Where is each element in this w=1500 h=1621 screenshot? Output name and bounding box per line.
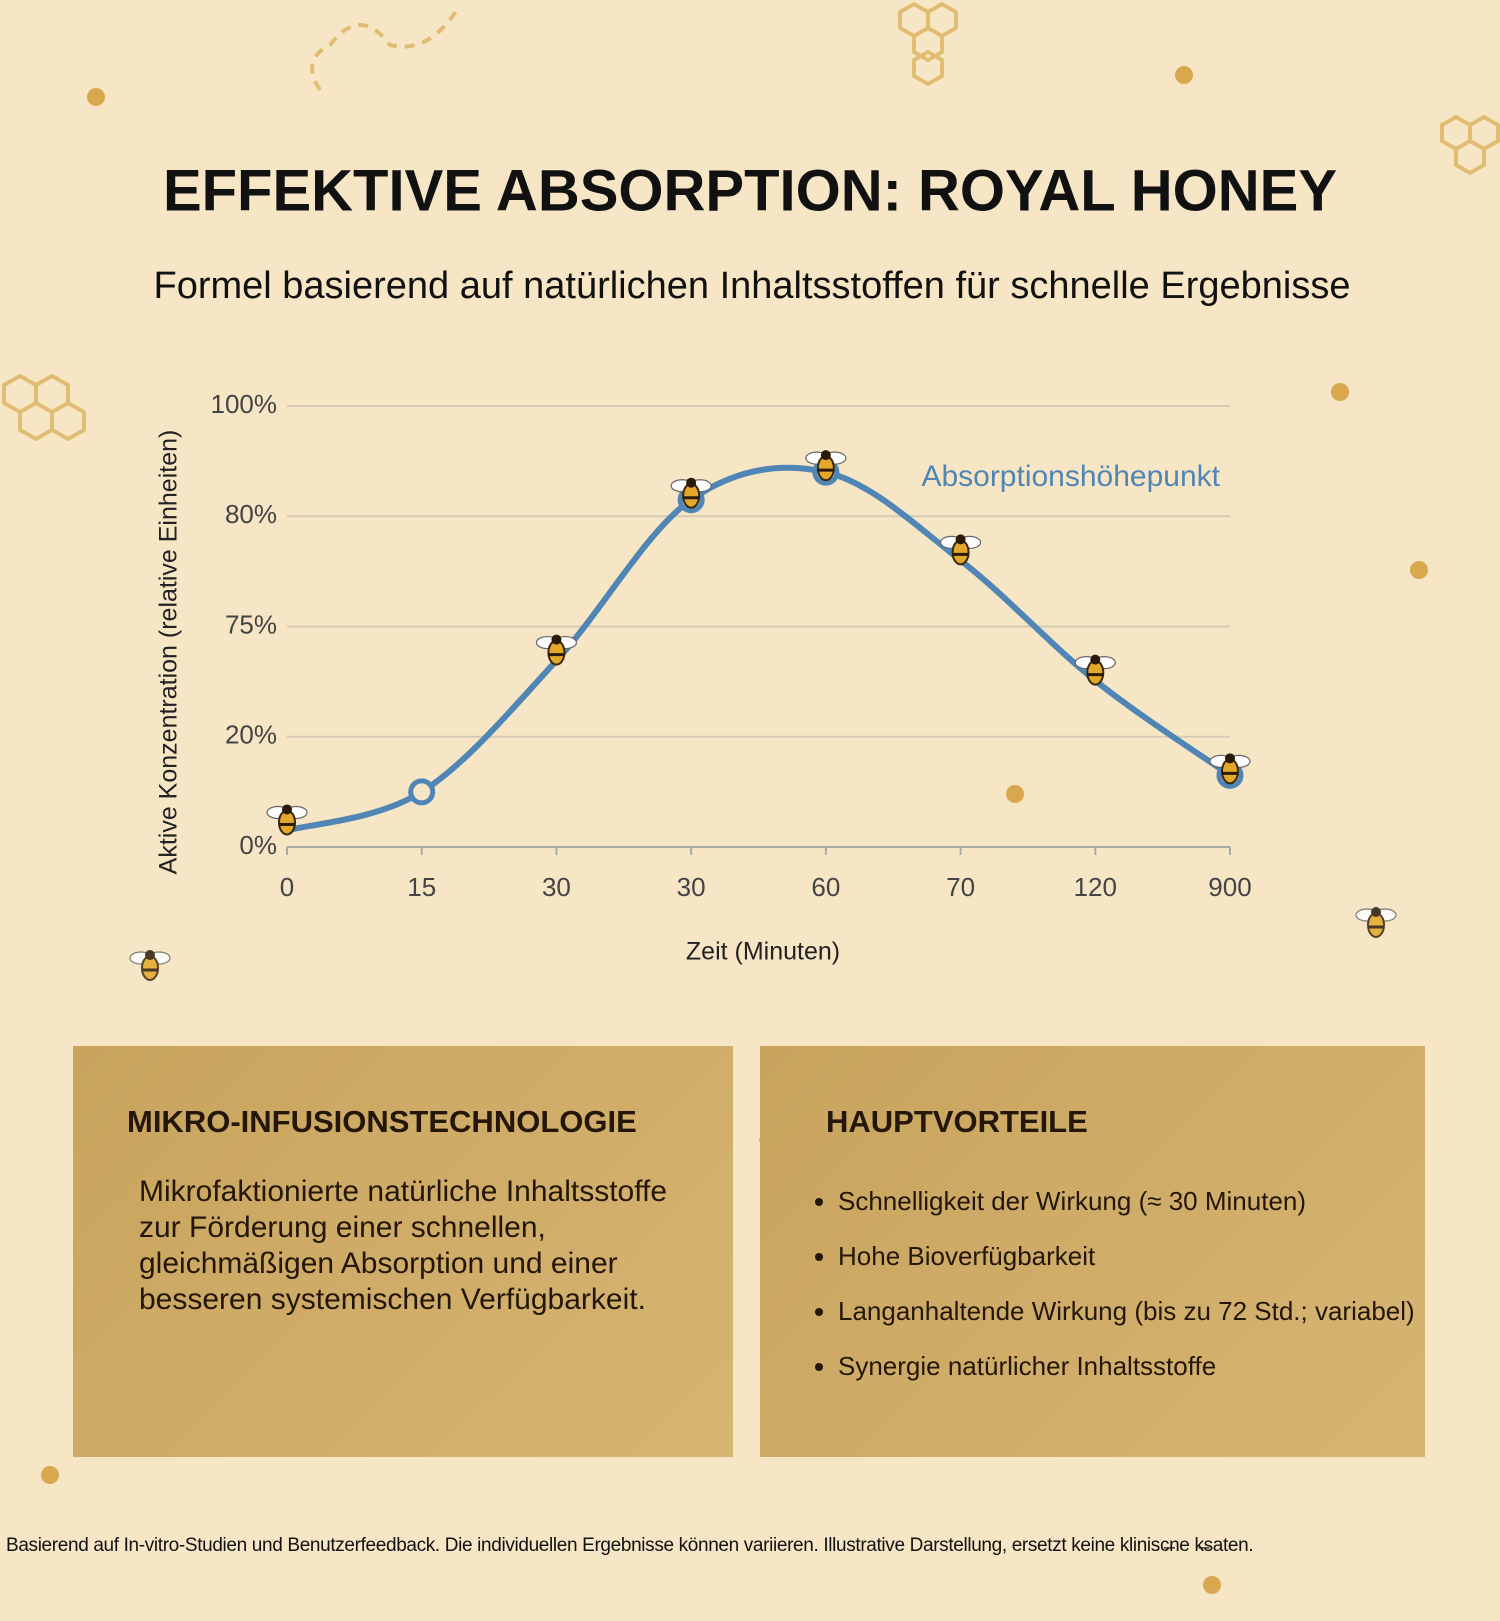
y-tick-label: 80% [225, 499, 277, 529]
x-tick-label: 60 [811, 872, 840, 902]
x-tick-label: 900 [1208, 872, 1251, 902]
benefit-item: Synergie natürlicher Inhaltsstoffe [838, 1339, 1415, 1394]
point-marker [939, 534, 982, 566]
y-tick-label: 75% [225, 609, 277, 639]
footer: Basierend auf In-vitro-Studien und Benut… [6, 1535, 1254, 1556]
point-marker [408, 778, 436, 806]
x-tick-label: 70 [946, 872, 975, 902]
bee-head [686, 477, 697, 488]
panel: HAUPTVORTEILE Schnelligkeit der Wirkung … [760, 1046, 1425, 1457]
benefit-item: Hohe Bioverfügbarkeit [838, 1229, 1415, 1284]
x-tick-label: 30 [542, 872, 571, 902]
y-tick-label: 20% [225, 720, 277, 750]
panel-title: HAUPTVORTEILE [826, 1104, 1088, 1139]
decoration-dots [41, 66, 1428, 1594]
bee-head [282, 804, 292, 815]
bee-icon [805, 450, 847, 482]
title: EFFEKTIVE ABSORPTION: ROYAL HONEY [163, 158, 1337, 223]
bee-head [955, 534, 966, 545]
x-axis-label: Zeit (Minuten) [686, 938, 840, 966]
annotation: Absorptionshöhepunkt [921, 460, 1220, 493]
point-marker [266, 804, 308, 836]
x-tick-label: 120 [1074, 872, 1117, 902]
decoration [2, 1, 1500, 442]
panel-title: MIKRO-INFUSIONSTECHNOLOGIE [127, 1104, 637, 1139]
y-axis-label: Aktive Konzentration (relative Einheiten… [155, 430, 183, 875]
y-tick-label: 0% [239, 830, 277, 860]
bee-icon [1209, 753, 1251, 785]
benefit-item: Langanhaltende Wirkung (bis zu 72 Std.; … [838, 1284, 1415, 1339]
bee-head [820, 450, 831, 461]
x-tick-label: 30 [677, 872, 706, 902]
y-tick-label: 100% [211, 389, 278, 419]
benefit-list: Schnelligkeit der Wirkung (≈ 30 Minuten)… [810, 1174, 1415, 1394]
subtitle: Formel basierend auf natürlichen Inhalts… [154, 265, 1351, 307]
point-marker [535, 634, 578, 666]
x-tick-label: 0 [280, 872, 294, 902]
bee-head [1090, 654, 1101, 665]
point-marker [1074, 654, 1116, 686]
bee-head [1225, 753, 1235, 764]
decoration-bee [1355, 907, 1397, 938]
bee-head [1371, 907, 1381, 917]
bee-head [551, 634, 562, 645]
line [286, 464, 1232, 834]
bee-icon [670, 477, 712, 509]
panel-text: Mikrofaktionierte natürliche Inhaltsstof… [139, 1175, 668, 1316]
decoration-bee [129, 950, 171, 981]
panel: MIKRO-INFUSIONSTECHNOLOGIE Mikrofaktioni… [73, 1046, 733, 1457]
benefit-item: Schnelligkeit der Wirkung (≈ 30 Minuten) [838, 1174, 1415, 1229]
x-tick-label: 15 [407, 872, 436, 902]
bee-head [145, 950, 155, 960]
